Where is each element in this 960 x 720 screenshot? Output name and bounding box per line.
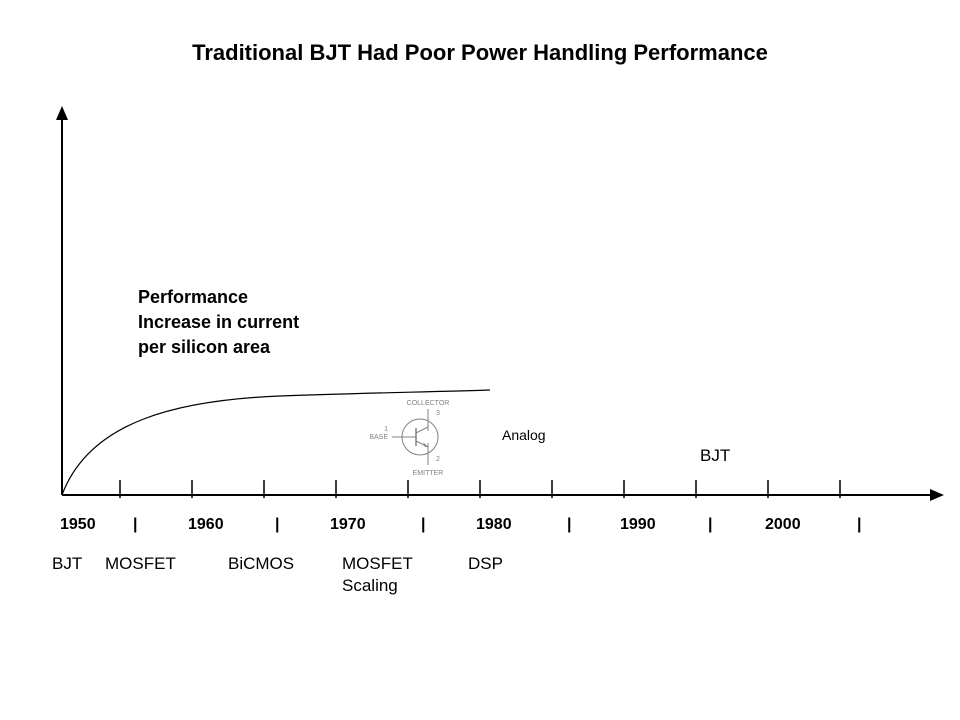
x-tick-label: 1990 <box>620 516 656 534</box>
ylabel-line1: Performance <box>138 287 248 307</box>
x-tick-label: | <box>133 516 137 534</box>
technology-label: DSP <box>468 554 503 574</box>
x-tick-label: 1960 <box>188 516 224 534</box>
technology-label: BiCMOS <box>228 554 294 574</box>
technology-label: BJT <box>52 554 82 574</box>
x-tick-label: | <box>708 516 712 534</box>
svg-text:BASE: BASE <box>369 434 388 441</box>
svg-text:2: 2 <box>436 456 440 463</box>
x-tick-label: | <box>421 516 425 534</box>
technology-label: MOSFET <box>105 554 176 574</box>
ylabel-line2: Increase in current <box>138 312 299 332</box>
technology-label: MOSFET <box>342 554 413 574</box>
x-tick-label: 1970 <box>330 516 366 534</box>
x-tick-label: | <box>275 516 279 534</box>
ylabel-line3: per silicon area <box>138 337 270 357</box>
svg-text:COLLECTOR: COLLECTOR <box>407 400 450 407</box>
transistor-icon: COLLECTOR 3 BASE1 EMITTER 2 <box>369 400 449 477</box>
x-tick-label: | <box>857 516 861 534</box>
svg-text:3: 3 <box>436 410 440 417</box>
technology-label: Scaling <box>342 576 398 596</box>
svg-text:1: 1 <box>384 426 388 433</box>
annotation-analog: Analog <box>502 427 546 443</box>
x-tick-label: 1950 <box>60 516 96 534</box>
annotation-bjt-right: BJT <box>700 446 730 466</box>
y-axis-label: Performance Increase in current per sili… <box>138 285 299 361</box>
x-tick-label: | <box>567 516 571 534</box>
x-tick-label: 1980 <box>476 516 512 534</box>
chart-container: Traditional BJT Had Poor Power Handling … <box>0 0 960 720</box>
x-tick-label: 2000 <box>765 516 801 534</box>
svg-text:EMITTER: EMITTER <box>413 470 444 477</box>
